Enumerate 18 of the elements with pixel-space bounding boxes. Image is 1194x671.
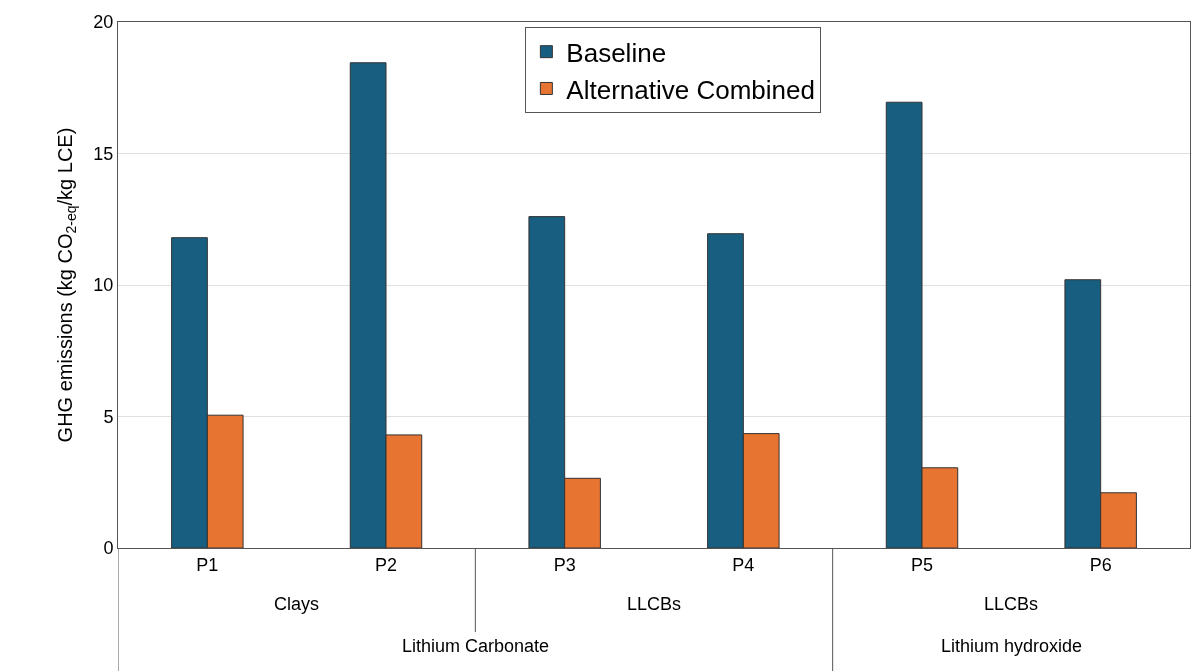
text: LLCBs [984, 594, 1039, 614]
legend-label: Baseline [566, 37, 667, 68]
y-tick-label: 15 [93, 143, 114, 164]
y-tick-label: 5 [103, 406, 114, 427]
x-tick-label: P2 [374, 554, 398, 575]
x-tick-label: P1 [196, 554, 219, 575]
text: LLCBs [627, 594, 682, 614]
legend-label: Alternative Combined [566, 74, 815, 105]
y-tick-label: 10 [93, 275, 114, 296]
text: Clays [274, 594, 320, 614]
text: Lithium hydroxide [941, 636, 1083, 656]
y-tick-label: 20 [93, 12, 114, 33]
x-tick-label: P3 [553, 554, 576, 575]
text: Lithium Carbonate [402, 636, 550, 656]
y-tick-label: 0 [103, 538, 114, 559]
x-tick-label: P4 [732, 554, 755, 575]
x-tick-label: P5 [910, 554, 934, 575]
x-tick-label: P6 [1089, 554, 1112, 575]
